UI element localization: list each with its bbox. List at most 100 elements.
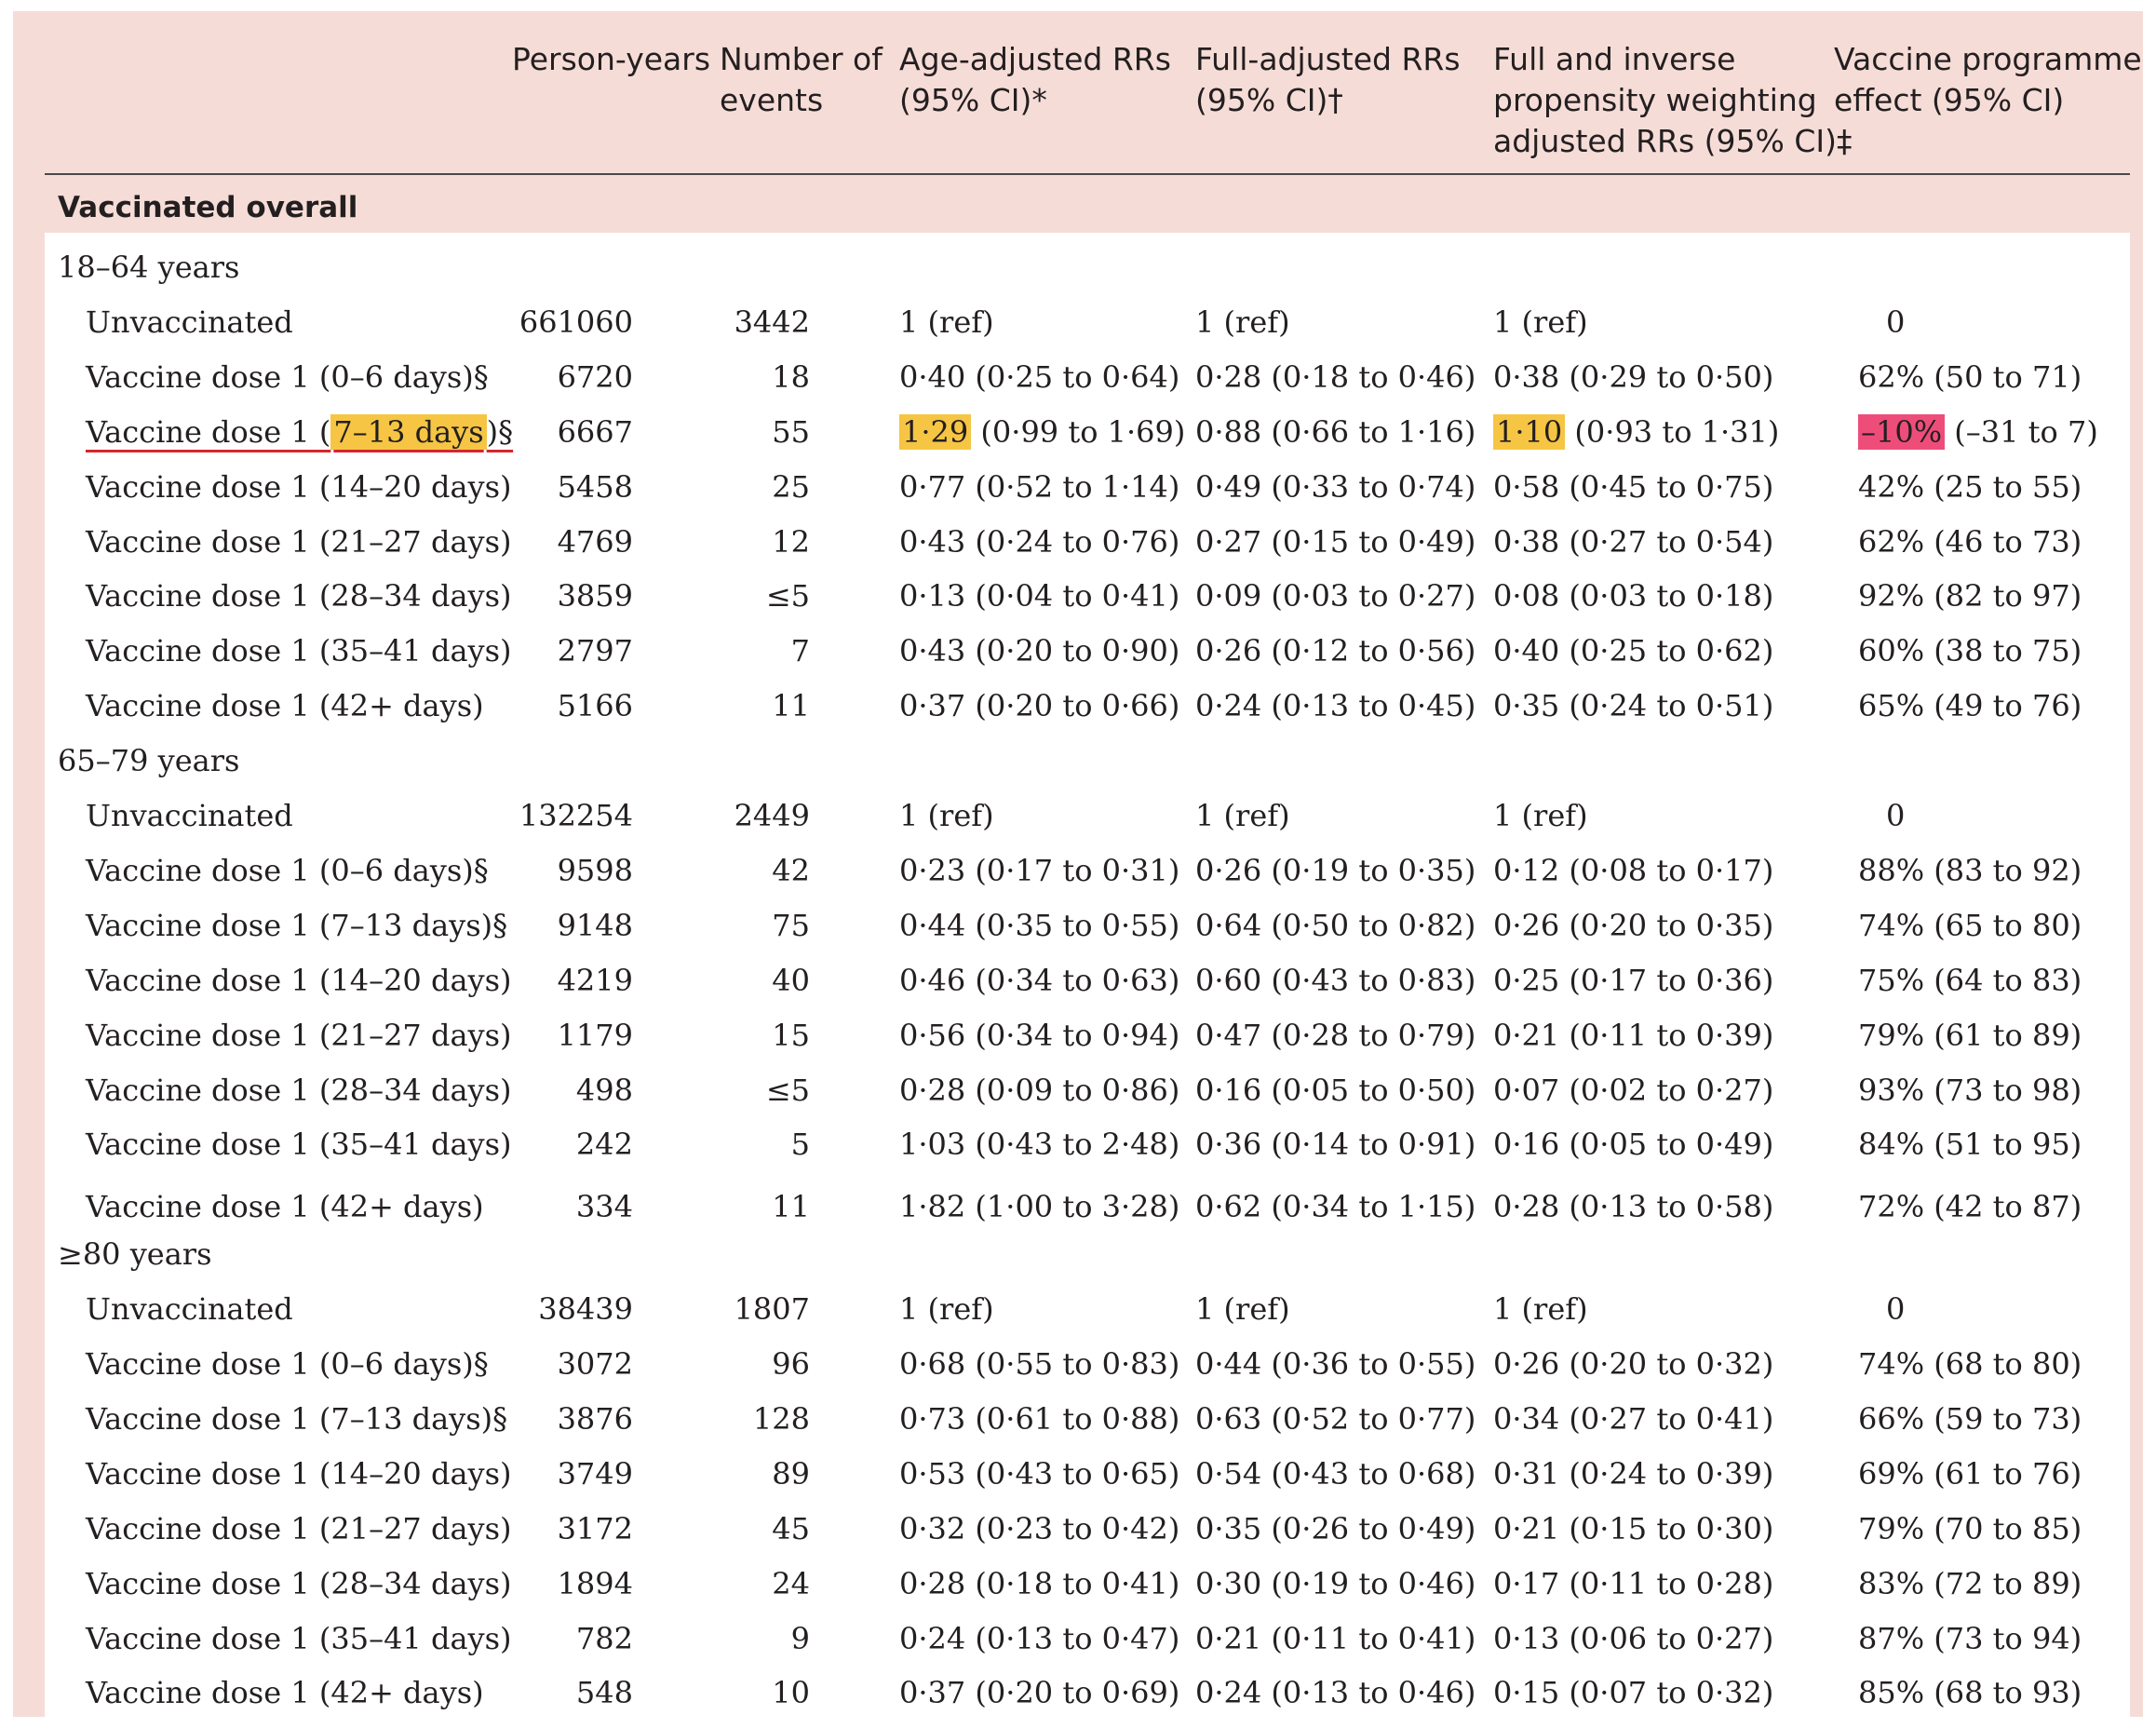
age-adjusted-highlight: 1·29: [899, 413, 972, 450]
full-adjusted-cell: 0·27 (0·15 to 0·49): [1195, 523, 1476, 560]
programme-effect-cell: 79% (70 to 85): [1858, 1510, 2082, 1546]
table-row: Vaccine dose 1 (21–27 days) 1179 15 0·56 (0…: [13, 1008, 2143, 1062]
age-adjusted-cell: 0·13 (0·04 to 0·41): [899, 578, 1180, 614]
programme-effect-cell: 42% (25 to 55): [1858, 468, 2082, 505]
programme-effect-ci: (–31 to 7): [1945, 413, 2098, 450]
group-label: 65–79 years: [58, 743, 240, 779]
person-years-cell: 132254: [519, 798, 633, 833]
table-row: Vaccine dose 1 (42+ days) 5166 11 0·37 (0·2…: [13, 679, 2143, 733]
programme-effect-cell: 0: [1886, 1291, 1906, 1328]
events-cell: 45: [772, 1510, 810, 1546]
table-row: Vaccine dose 1 (7–13 days)§ 6667 55 1·29 (0…: [13, 405, 2143, 459]
events-cell: ≤5: [765, 578, 810, 614]
programme-effect-cell: 62% (46 to 73): [1858, 523, 2082, 560]
ipw-adjusted-cell: 0·31 (0·24 to 0·39): [1493, 1455, 1774, 1492]
table-row: Vaccine dose 1 (14–20 days) 4219 40 0·46 (0…: [13, 953, 2143, 1007]
table-row: Vaccine dose 1 (0–6 days)§ 6720 18 0·40 (0·…: [13, 350, 2143, 404]
age-adjusted-cell: 0·56 (0·34 to 0·94): [899, 1017, 1180, 1053]
header-line: Vaccine programme: [1834, 41, 2142, 77]
ipw-adjusted-cell: 0·38 (0·29 to 0·50): [1493, 358, 1774, 395]
row-label: Vaccine dose 1 (42+ days): [86, 688, 484, 724]
header-divider: [45, 173, 2130, 175]
age-adjusted-cell: 1 (ref): [899, 1291, 994, 1328]
person-years-cell: 5166: [557, 688, 633, 724]
table-row: Vaccine dose 1 (42+ days) 334 11 1·82 (1·00…: [13, 1180, 2143, 1234]
events-cell: 2449: [734, 798, 810, 833]
ipw-adjusted-cell: 0·08 (0·03 to 0·18): [1493, 578, 1774, 614]
table-row: Vaccine dose 1 (7–13 days)§ 3876 128 0·73 (…: [13, 1392, 2143, 1446]
full-adjusted-cell: 0·09 (0·03 to 0·27): [1195, 578, 1476, 614]
ipw-adjusted-cell: 0·12 (0·08 to 0·17): [1493, 852, 1774, 888]
person-years-cell: 2797: [557, 633, 633, 669]
full-adjusted-cell: 0·26 (0·12 to 0·56): [1195, 633, 1476, 669]
programme-effect-cell: 92% (82 to 97): [1858, 578, 2082, 614]
age-adjusted-cell: 0·44 (0·35 to 0·55): [899, 907, 1180, 943]
programme-effect-highlight: –10%: [1858, 413, 1946, 450]
header-line: Number of: [720, 41, 883, 77]
row-label: Vaccine dose 1 (0–6 days)§: [86, 358, 489, 395]
row-label: Vaccine dose 1 (7–13 days)§: [86, 1400, 508, 1437]
table-row: Unvaccinated 132254 2449 1 (ref) 1 (ref) 1 (r…: [13, 789, 2143, 843]
age-adjusted-cell: 0·37 (0·20 to 0·69): [899, 1675, 1180, 1711]
row-label-part: )§: [486, 413, 514, 450]
full-adjusted-cell: 0·64 (0·50 to 0·82): [1195, 907, 1476, 943]
group-row: 18–64 years: [13, 240, 2143, 294]
events-cell: 1807: [734, 1291, 810, 1328]
events-cell: 11: [772, 688, 810, 724]
ipw-adjusted-cell: 1 (ref): [1493, 1291, 1588, 1328]
events-cell: 75: [772, 907, 810, 943]
row-label: Vaccine dose 1 (28–34 days): [86, 1565, 512, 1601]
age-adjusted-cell: 0·28 (0·09 to 0·86): [899, 1072, 1180, 1108]
events-cell: 24: [772, 1565, 810, 1601]
programme-effect-cell: 74% (65 to 80): [1858, 907, 2082, 943]
table-row: Vaccine dose 1 (35–41 days) 782 9 0·24 (0·1…: [13, 1612, 2143, 1666]
header-line: Full-adjusted RRs: [1195, 41, 1461, 77]
person-years-cell: 3749: [557, 1455, 633, 1492]
row-label: Vaccine dose 1 (21–27 days): [86, 1017, 512, 1053]
programme-effect-cell: 88% (83 to 92): [1858, 852, 2082, 888]
person-years-cell: 9148: [557, 907, 633, 943]
events-cell: 25: [772, 468, 810, 505]
full-adjusted-cell: 0·36 (0·14 to 0·91): [1195, 1127, 1476, 1163]
header-vaccine-programme-effect: Vaccine programme effect (95% CI): [1834, 39, 2142, 121]
person-years-cell: 3859: [557, 578, 633, 614]
row-label: Unvaccinated: [86, 798, 293, 833]
events-cell: 9: [790, 1620, 810, 1656]
person-years-cell: 242: [575, 1127, 633, 1163]
row-label: Vaccine dose 1 (14–20 days): [86, 962, 512, 998]
full-adjusted-cell: 0·54 (0·43 to 0·68): [1195, 1455, 1476, 1492]
table-row: Vaccine dose 1 (7–13 days)§ 9148 75 0·44 (0…: [13, 898, 2143, 952]
programme-effect-cell: 93% (73 to 98): [1858, 1072, 2082, 1108]
header-line: Person-years: [512, 41, 711, 77]
age-adjusted-cell: 0·53 (0·43 to 0·65): [899, 1455, 1180, 1492]
header-line: (95% CI)†: [1195, 82, 1343, 118]
table-row: Unvaccinated 38439 1807 1 (ref) 1 (ref) 1 (re…: [13, 1282, 2143, 1336]
age-adjusted-cell: 0·28 (0·18 to 0·41): [899, 1565, 1180, 1601]
programme-effect-cell: 60% (38 to 75): [1858, 633, 2082, 669]
age-adjusted-cell: 1·29 (0·99 to 1·69): [899, 405, 1185, 459]
age-adjusted-cell: 0·46 (0·34 to 0·63): [899, 962, 1180, 998]
person-years-cell: 5458: [557, 468, 633, 505]
full-adjusted-cell: 1 (ref): [1195, 1291, 1290, 1328]
ipw-adjusted-cell: 0·17 (0·11 to 0·28): [1493, 1565, 1774, 1601]
group-label: 18–64 years: [58, 250, 240, 285]
programme-effect-cell: 84% (51 to 95): [1858, 1127, 2082, 1163]
full-adjusted-cell: 0·49 (0·33 to 0·74): [1195, 468, 1476, 505]
row-label: Vaccine dose 1 (21–27 days): [86, 1510, 512, 1546]
age-adjusted-cell: 1·82 (1·00 to 3·28): [899, 1189, 1180, 1225]
age-adjusted-cell: 1 (ref): [899, 798, 994, 833]
header-line: adjusted RRs (95% CI)‡: [1493, 123, 1853, 159]
programme-effect-cell: 85% (68 to 93): [1858, 1675, 2082, 1711]
events-cell: ≤5: [765, 1072, 810, 1108]
full-adjusted-cell: 0·44 (0·36 to 0·55): [1195, 1346, 1476, 1382]
ipw-adjusted-cell: 0·15 (0·07 to 0·32): [1493, 1675, 1774, 1711]
person-years-cell: 782: [575, 1620, 633, 1656]
ipw-adjusted-cell: 0·40 (0·25 to 0·62): [1493, 633, 1774, 669]
row-label: Vaccine dose 1 (14–20 days): [86, 468, 512, 505]
table-row: Vaccine dose 1 (35–41 days) 2797 7 0·43 (0·…: [13, 624, 2143, 678]
ipw-adjusted-cell: 0·35 (0·24 to 0·51): [1493, 688, 1774, 724]
person-years-cell: 334: [575, 1189, 633, 1225]
full-adjusted-cell: 0·30 (0·19 to 0·46): [1195, 1565, 1476, 1601]
full-adjusted-cell: 0·47 (0·28 to 0·79): [1195, 1017, 1476, 1053]
table-row: Unvaccinated 661060 3442 1 (ref) 1 (ref) 1 (r…: [13, 295, 2143, 349]
